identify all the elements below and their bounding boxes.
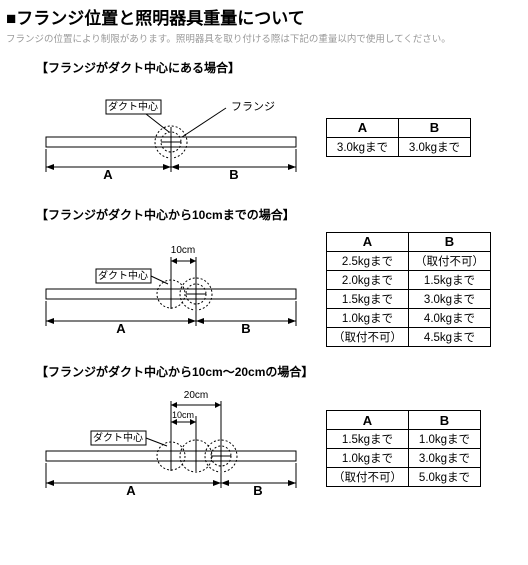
cell: （取付不可）: [409, 251, 491, 270]
svg-text:A: A: [116, 321, 126, 336]
svg-text:フランジ: フランジ: [231, 101, 275, 113]
col-b: B: [409, 232, 491, 251]
page-title: ■フランジ位置と照明器具重量について: [6, 4, 522, 29]
cell: 3.0kgまで: [399, 137, 471, 156]
col-a: A: [327, 232, 409, 251]
svg-text:20cm: 20cm: [184, 390, 208, 401]
col-b: B: [399, 118, 471, 137]
cell: 2.0kgまで: [327, 270, 409, 289]
cell: 3.0kgまで: [409, 289, 491, 308]
diagram-off10: ダクト中心 10cm: [36, 229, 306, 349]
weight-table: A B 3.0kgまで 3.0kgまで: [326, 118, 471, 157]
page-subtitle: フランジの位置により制限があります。照明器具を取り付ける際は下記の重量以内で使用…: [6, 31, 522, 45]
section-title: 【フランジがダクト中心から10cmまでの場合】: [36, 206, 522, 223]
svg-text:10cm: 10cm: [171, 245, 195, 256]
col-a: A: [327, 118, 399, 137]
col-a: A: [327, 411, 409, 430]
cell: 1.5kgまで: [409, 270, 491, 289]
cell: 5.0kgまで: [409, 468, 481, 487]
col-b: B: [409, 411, 481, 430]
section-title: 【フランジがダクト中心にある場合】: [36, 59, 522, 76]
cell: 3.0kgまで: [409, 449, 481, 468]
cell: （取付不可）: [327, 327, 409, 346]
section-title: 【フランジがダクト中心から10cm～20cmの場合】: [36, 363, 522, 380]
cell: 2.5kgまで: [327, 251, 409, 270]
weight-table: A B 2.5kgまで （取付不可） 2.0kgまで 1.5kgまで 1.5kg…: [326, 232, 491, 347]
cell: 4.0kgまで: [409, 308, 491, 327]
svg-text:ダクト中心: ダクト中心: [108, 100, 158, 113]
cell: 1.5kgまで: [327, 289, 409, 308]
diagram-center: ダクト中心 フランジ A B: [36, 82, 306, 192]
cell: 1.0kgまで: [409, 430, 481, 449]
cell: 3.0kgまで: [327, 137, 399, 156]
svg-text:A: A: [103, 167, 113, 182]
svg-text:10cm: 10cm: [172, 410, 194, 420]
svg-text:ダクト中心: ダクト中心: [93, 431, 143, 444]
svg-text:A: A: [126, 483, 136, 498]
svg-text:B: B: [241, 321, 250, 336]
cell: 1.0kgまで: [327, 308, 409, 327]
weight-table: A B 1.5kgまで 1.0kgまで 1.0kgまで 3.0kgまで （取付不…: [326, 410, 481, 487]
diagram-off20: ダクト中心 20cm 10cm: [36, 386, 306, 511]
cell: 1.0kgまで: [327, 449, 409, 468]
cell: 4.5kgまで: [409, 327, 491, 346]
svg-text:ダクト中心: ダクト中心: [98, 269, 148, 282]
svg-text:B: B: [229, 167, 238, 182]
cell: 1.5kgまで: [327, 430, 409, 449]
cell: （取付不可）: [327, 468, 409, 487]
svg-text:B: B: [253, 483, 262, 498]
